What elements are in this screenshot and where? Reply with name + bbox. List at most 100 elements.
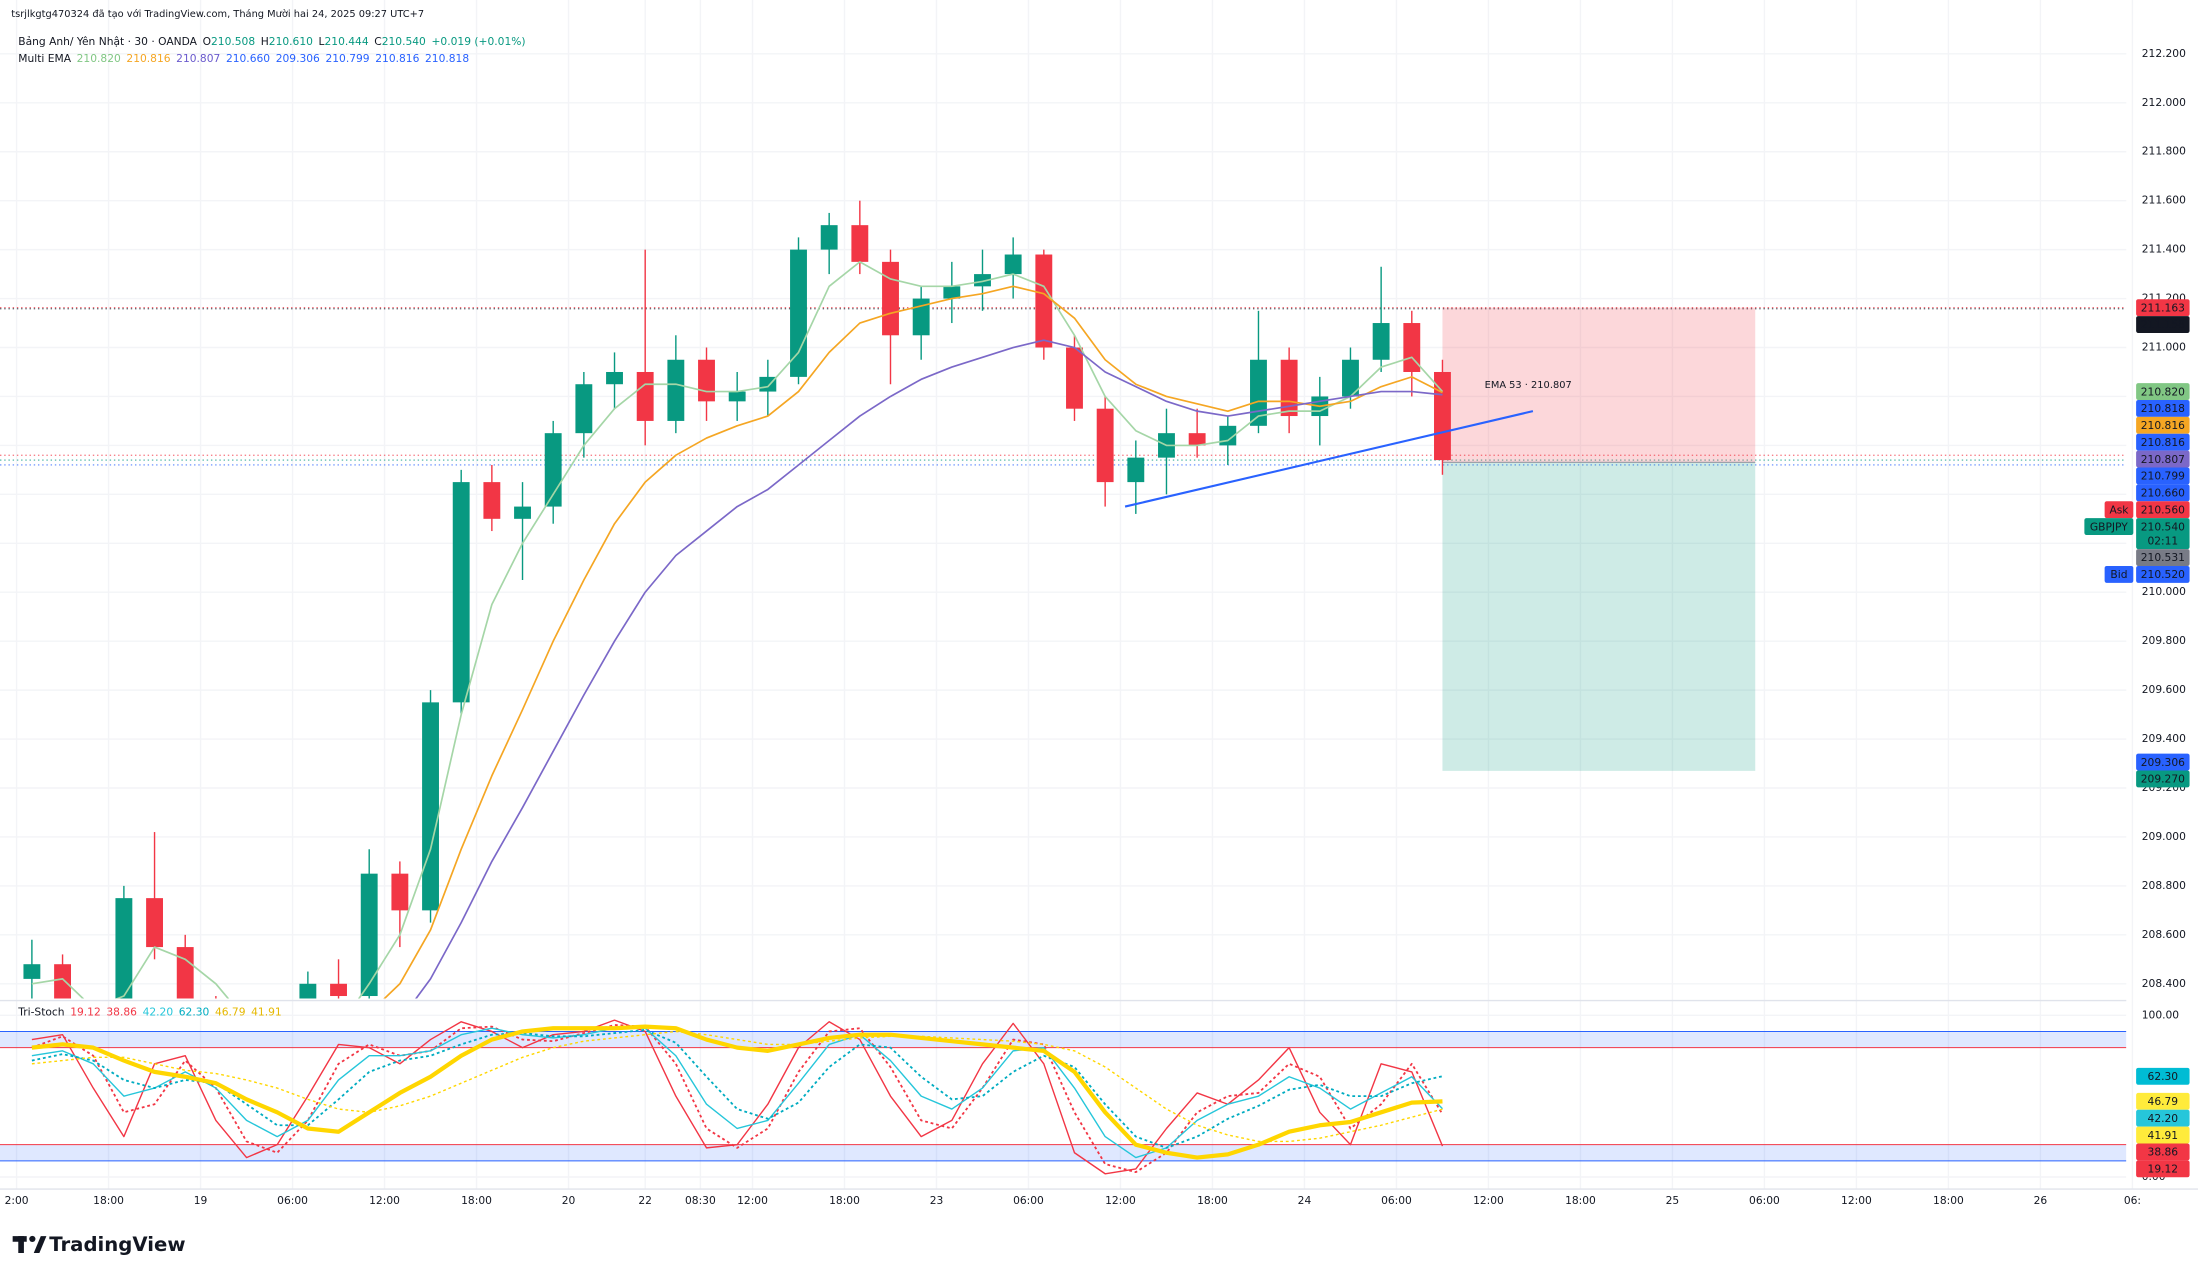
- y-tick-label: 209.000: [2142, 830, 2186, 843]
- y-tick-label: 100.00: [2142, 1008, 2180, 1021]
- y-tick-label: 210.000: [2142, 585, 2186, 598]
- header-title: tsrjlkgtg470324 đã tạo với TradingView.c…: [11, 8, 424, 20]
- price-tag-label: 211.158: [2141, 318, 2185, 331]
- x-tick-label: 2:00: [5, 1194, 29, 1207]
- y-tick-label: 211.600: [2142, 194, 2186, 207]
- x-tick-label: 18:00: [1197, 1194, 1228, 1207]
- y-tick-label: 211.800: [2142, 145, 2186, 158]
- position-reward: [1442, 462, 1756, 771]
- y-tick-label: 208.600: [2142, 928, 2186, 941]
- price-tag-label: 210.531: [2141, 551, 2185, 564]
- ema-legend-value: 210.816: [375, 52, 419, 65]
- price-tag: [2136, 1092, 2190, 1110]
- price-tag-label: 210.807: [2141, 453, 2185, 466]
- candle-body: [1066, 347, 1083, 409]
- price-tag: [2136, 1160, 2190, 1178]
- stoch-legend-value: 19.12: [70, 1006, 101, 1019]
- ema-legend: Multi EMA 210.820 210.816 210.807 210.660 209…: [18, 52, 469, 65]
- price-tag: [2136, 316, 2190, 333]
- position-label: EMA 53 · 210.807: [1485, 380, 1572, 391]
- x-tick-label: 24: [1298, 1194, 1312, 1207]
- candle-body: [974, 274, 991, 287]
- ema-legend-value: 210.799: [325, 52, 369, 65]
- price-tag: [2136, 416, 2190, 434]
- candle-body: [1188, 433, 1206, 446]
- ohlc-value: 210.610: [269, 35, 313, 48]
- logo-mark: [29, 1235, 36, 1243]
- price-tag-label: 209.270: [2141, 773, 2185, 786]
- ohlc-value: 210.508: [211, 35, 255, 48]
- price-tag-prefix: GBPJPY: [2090, 520, 2128, 533]
- candle-body: [330, 983, 347, 997]
- price-tag: [2136, 299, 2190, 317]
- x-tick-label: 18:00: [461, 1194, 492, 1207]
- ohlc-label: H: [261, 35, 269, 48]
- logo: TradingView: [12, 1233, 186, 1256]
- indicator-line: [31, 1027, 1443, 1159]
- candle-body: [299, 983, 317, 999]
- grid: [0, 0, 2134, 1189]
- price-tag-label: 42.20: [2148, 1112, 2179, 1125]
- price-tag-label: 210.799: [2141, 470, 2185, 483]
- x-tick-label: 19: [194, 1194, 208, 1207]
- ema-legend-value: 210.818: [425, 52, 469, 65]
- axes: 212.200212.000211.800211.600211.400211.2…: [5, 47, 2190, 1207]
- stoch-legend: Tri-Stoch 19.12 38.86 42.20 62.30 46.79 41.91: [17, 1006, 281, 1019]
- y-tick-label: 209.400: [2142, 732, 2186, 745]
- candle-body: [1127, 457, 1145, 483]
- candle-body: [422, 702, 439, 911]
- price-tag-label: 62.30: [2148, 1070, 2179, 1083]
- price-tag: [2136, 433, 2190, 451]
- price-tag-label: 210.540: [2141, 520, 2185, 533]
- stoch-legend-value: 41.91: [251, 1006, 282, 1019]
- y-tick-label: 208.400: [2142, 977, 2186, 990]
- candle-body: [115, 898, 133, 999]
- price-tag: [2136, 450, 2190, 468]
- x-tick-label: 18:00: [93, 1194, 124, 1207]
- price-tag-label: 210.816: [2141, 436, 2185, 449]
- candle-body: [636, 371, 654, 421]
- stoch-band: [0, 1031, 2127, 1048]
- y-tick-label: 211.000: [2142, 341, 2186, 354]
- candle-body: [483, 482, 501, 519]
- x-tick-label: 06:00: [1749, 1194, 1780, 1207]
- y-tick-label: 212.000: [2142, 96, 2186, 109]
- price-tag: [2136, 565, 2190, 583]
- x-tick-label: 06:00: [1381, 1194, 1412, 1207]
- y-tick-label: 208.800: [2142, 879, 2186, 892]
- x-tick-label: 12:00: [1841, 1194, 1872, 1207]
- y-tick-label: 212.200: [2142, 47, 2186, 60]
- ema-legend-label: Multi EMA: [18, 52, 71, 65]
- x-tick-label: 06:: [2124, 1194, 2141, 1207]
- ema-legend-value: 210.660: [226, 52, 270, 65]
- ohlc-change: +0.019 (+0.01%): [431, 35, 525, 48]
- x-tick-label: 26: [2034, 1194, 2048, 1207]
- price-tag-label: 210.660: [2141, 487, 2185, 500]
- candle-body: [820, 225, 838, 250]
- price-tag: [2136, 400, 2190, 417]
- logo-text: TradingView: [49, 1233, 185, 1256]
- indicator-line: [383, 285, 1443, 999]
- price-tag-label: 41.91: [2148, 1129, 2179, 1142]
- candle-body: [54, 964, 71, 999]
- price-tag: [2136, 1143, 2190, 1161]
- x-tick-label: 08:30: [685, 1194, 716, 1207]
- candle-body: [23, 964, 41, 979]
- indicator-line: [31, 1019, 1444, 1175]
- trend-line: [1124, 410, 1534, 508]
- ohlc-value: 210.444: [325, 35, 369, 48]
- indicator-line: [415, 339, 1443, 999]
- price-tag-prefix-box: [2084, 518, 2134, 536]
- price-tag: [2136, 549, 2190, 566]
- price-tag-label: 210.520: [2141, 568, 2185, 581]
- price-tag: [2136, 383, 2190, 401]
- ohlc-label: C: [374, 35, 381, 48]
- main-pane: EMA 53 · 210.807: [23, 200, 1756, 999]
- stoch-band: [0, 1144, 2127, 1161]
- price-tag-prefix: Bid: [2110, 568, 2127, 581]
- price-tag: [2136, 1109, 2190, 1127]
- x-tick-label: 18:00: [1565, 1194, 1596, 1207]
- candle-body: [1250, 359, 1267, 426]
- candle-body: [360, 873, 378, 997]
- candle-body: [176, 947, 194, 999]
